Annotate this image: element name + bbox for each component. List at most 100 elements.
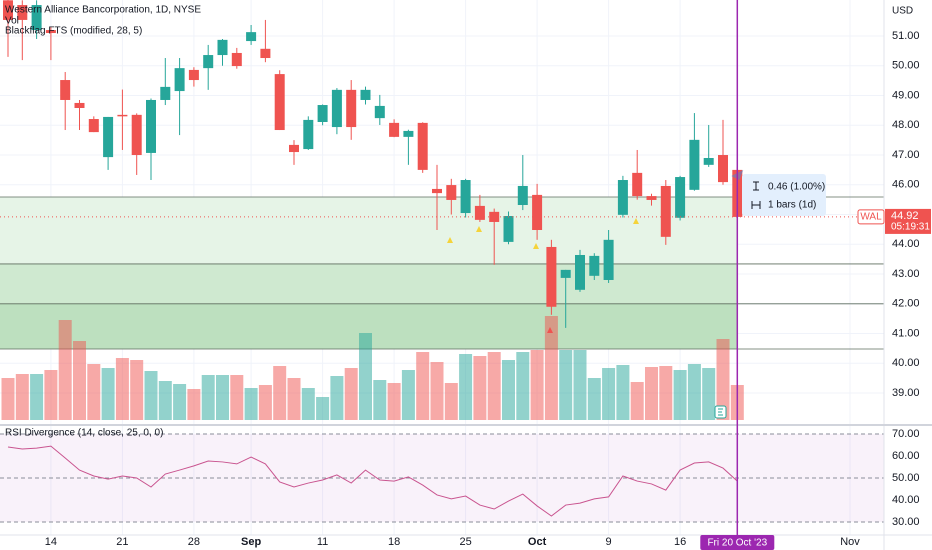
y-tick-label: 30.00 [892,516,920,528]
y-tick-label: 60.00 [892,450,920,462]
y-tick-label: 40.00 [892,494,920,506]
x-tick-label: Oct [528,536,547,548]
volume-bar [530,350,544,420]
candle-body [460,180,471,214]
last-price-label: 44.92 [891,210,919,222]
volume-bar [15,374,29,420]
volume-bar [373,380,387,420]
volume-bar [44,370,58,420]
candle-body [360,89,371,100]
volume-bar [659,366,673,420]
volume-bar [287,378,301,420]
volume-bar [187,389,201,420]
candle-body [31,5,42,31]
y-tick-label: 50.00 [892,60,920,72]
y-tick-label: 51.00 [892,30,920,42]
candle-body [489,211,500,222]
x-tick-label: Sep [241,536,261,548]
volume-bar [459,354,473,420]
candle-body [303,119,314,150]
volume-bar [702,368,716,420]
signal-marker [633,218,639,224]
volume-bar [630,382,644,420]
y-tick-label: 46.00 [892,179,920,191]
indicator-band [0,196,738,264]
volume-bar [487,352,501,420]
candle-body [203,55,214,69]
y-tick-label: 48.00 [892,119,920,131]
volume-bar [173,384,187,420]
candle-body [546,246,557,307]
volume-bar [158,381,172,420]
x-tick-label: 16 [674,536,686,548]
volume-bar [1,378,15,420]
candle-body [246,32,257,42]
candle-body [317,105,328,122]
candle-body [374,105,385,119]
volume-layer [1,316,744,420]
x-tick-label: 9 [606,536,612,548]
candle-body [589,255,600,276]
rsi-legend: RSI Divergence (14, close, 25, 0, 0) [5,428,163,439]
candle-body [703,157,714,165]
candle-body [74,102,85,109]
candle-body [346,89,357,128]
crosshair-tag [700,535,775,550]
volume-bar [559,350,573,420]
currency: USD [892,6,913,17]
x-tick-label: 21 [116,536,128,548]
candle-body [517,185,528,206]
y-tick-label: 50.00 [892,472,920,484]
candle-body [174,68,185,92]
candle-body [217,39,228,56]
volume-legend: Vol [5,16,19,27]
candle-body [718,155,728,183]
volume-bar [101,368,115,420]
candle-body [403,130,414,137]
symbol-label: WAL [860,212,882,223]
candle-body [103,116,114,158]
candle-body [689,139,700,190]
volume-bar [544,316,558,420]
candle-body [274,74,285,131]
candle-body [60,80,71,100]
y-tick-label: 70.00 [892,428,920,440]
rsi-layer [0,433,884,523]
candle-body [331,89,342,128]
rsi-line [7,445,738,517]
candle-body [532,194,543,231]
signal-marker [533,243,539,249]
volume-bar [430,362,444,420]
candle-body [188,69,199,81]
volume-bar [602,368,616,420]
volume-bar [115,358,129,420]
y-tick-label: 49.00 [892,89,920,101]
y-tick-label: 44.00 [892,238,920,250]
signal-marker [447,237,453,243]
indicator-band [0,263,738,304]
candle-body [617,180,628,215]
volume-bar [87,364,101,420]
y-tick-label: 47.00 [892,149,920,161]
candle-body [117,114,128,117]
volume-bar [73,341,86,420]
x-tick-label: 28 [188,536,200,548]
candle-body [160,86,171,100]
candle-body [260,48,271,59]
volume-bar [30,374,44,420]
y-tick-label: 39.00 [892,387,920,399]
candle-body [560,269,571,278]
volume-bar [673,370,687,420]
volume-bar [645,367,658,420]
candle-body [131,114,142,156]
volume-bar [244,388,258,420]
volume-bar [344,368,358,420]
candle-body [17,5,28,20]
volume-bar [716,339,730,420]
candle-body [389,122,400,137]
volume-bar [130,360,144,420]
earnings-icon-mark [718,408,723,416]
x-tick-label: 18 [388,536,400,548]
volume-bar [516,352,530,420]
